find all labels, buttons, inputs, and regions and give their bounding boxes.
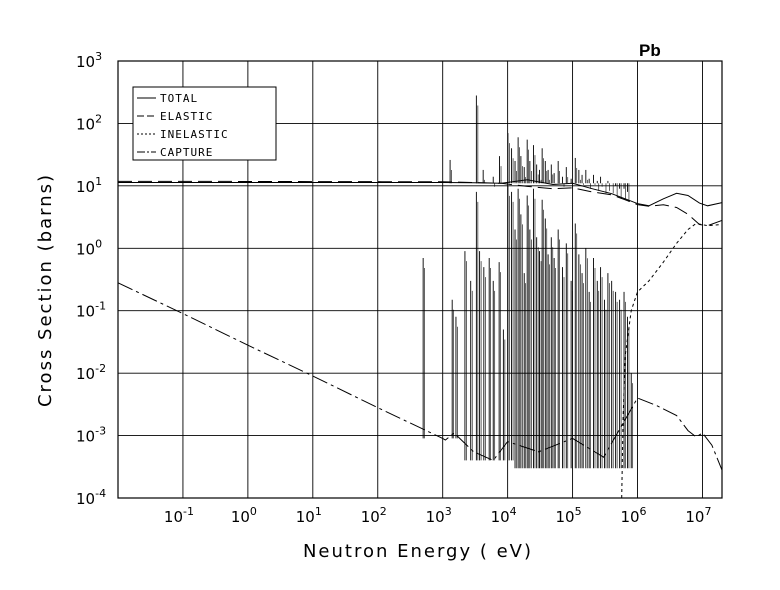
legend-entry-capture: CAPTURE	[160, 146, 213, 159]
y-tick-label: 10-3	[76, 425, 106, 446]
legend-entry-elastic: ELASTIC	[160, 110, 213, 123]
x-tick-label: 107	[685, 505, 711, 526]
legend-entry-total: TOTAL	[160, 92, 198, 105]
legend-box	[132, 86, 277, 161]
x-tick-label: 105	[556, 505, 582, 526]
y-axis-title: Cross Section (barns)	[35, 173, 56, 407]
x-tick-label: 10-1	[164, 505, 194, 526]
x-tick-label: 103	[426, 505, 452, 526]
series-capture	[117, 282, 723, 471]
y-tick-label: 103	[76, 50, 102, 71]
series-elastic	[118, 180, 723, 227]
legend-entry-inelastic: INELASTIC	[160, 128, 229, 141]
y-tick-label: 102	[76, 112, 102, 133]
y-tick-label: 10-4	[76, 487, 106, 508]
plot-frame	[117, 60, 723, 499]
series-total	[118, 179, 723, 207]
y-tick-label: 10-2	[76, 362, 106, 383]
y-tick-label: 100	[76, 237, 102, 258]
y-tick-label: 101	[76, 175, 102, 196]
chart-title: Pb	[639, 41, 661, 60]
x-axis-title: Neutron Energy ( eV)	[303, 541, 533, 562]
x-tick-label: 101	[296, 505, 322, 526]
x-tick-label: 106	[620, 505, 646, 526]
x-tick-labels: 10-1 100 101 102 103 104 105 106 107	[164, 505, 712, 526]
x-tick-label: 100	[231, 505, 257, 526]
series-layer	[117, 95, 723, 499]
y-tick-labels: 10-4 10-3 10-2 10-1 100 101 102 103	[76, 50, 106, 508]
legend: TOTAL ELASTIC INELASTIC CAPTURE	[132, 86, 277, 161]
x-tick-label: 102	[361, 505, 387, 526]
y-tick-label: 10-1	[76, 300, 106, 321]
series-inelastic	[621, 222, 723, 499]
x-tick-label: 104	[491, 505, 517, 526]
